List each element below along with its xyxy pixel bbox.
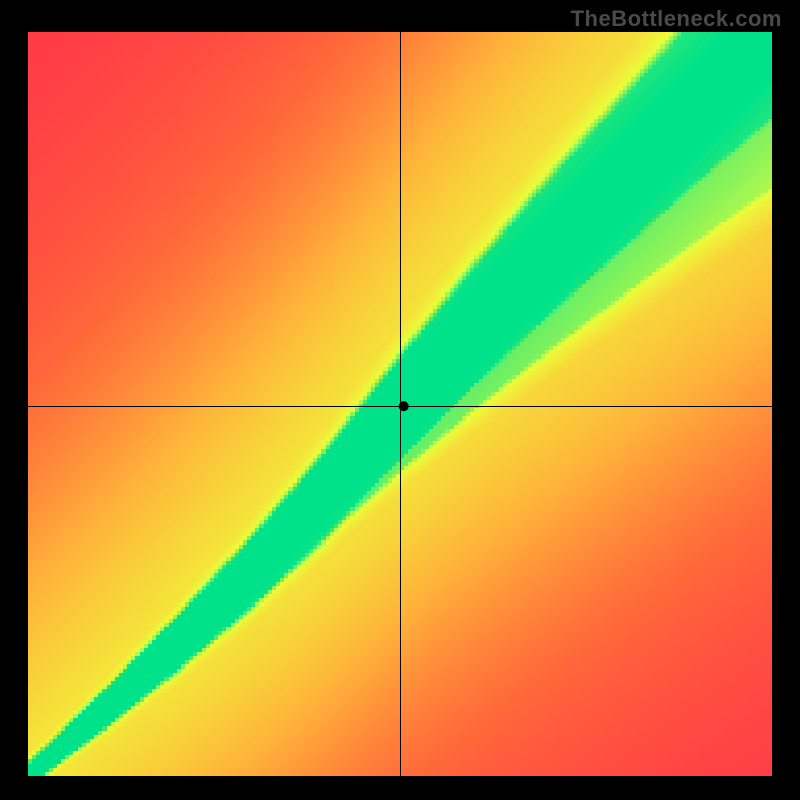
heatmap-plot: [28, 32, 772, 776]
heatmap-canvas: [28, 32, 772, 776]
watermark-text: TheBottleneck.com: [571, 6, 782, 32]
